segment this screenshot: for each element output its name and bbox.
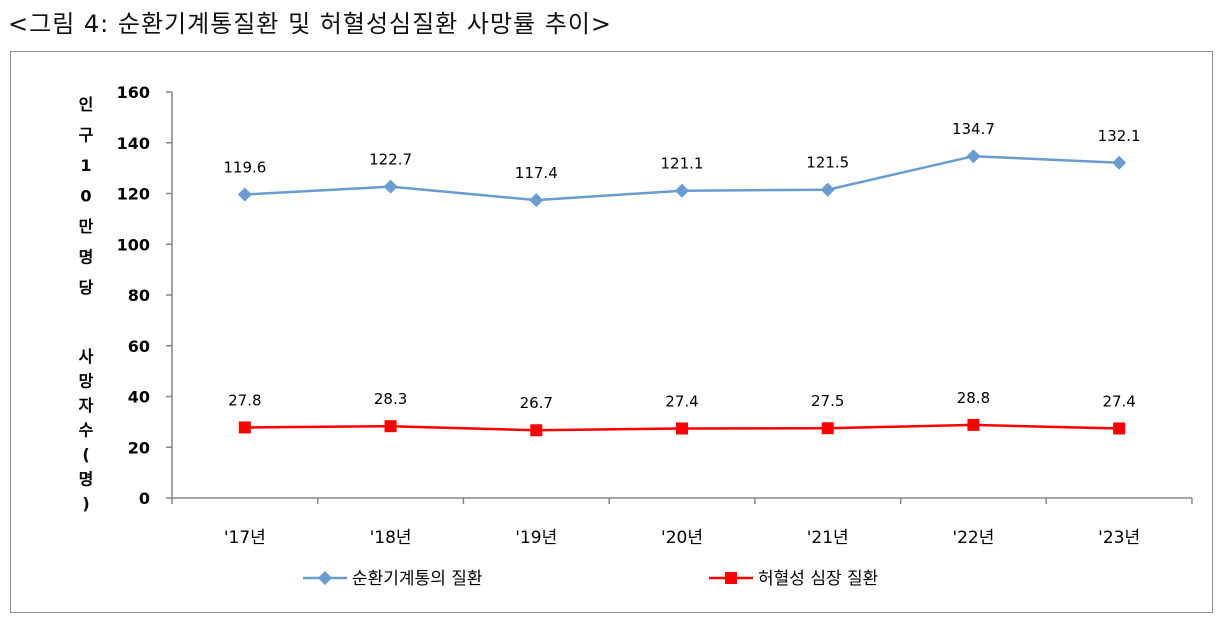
- data-label: 119.6: [223, 159, 266, 177]
- data-point-marker: [1112, 155, 1127, 170]
- y-axis-label-char: 만: [79, 217, 94, 236]
- x-tick-label: '19년: [515, 528, 557, 548]
- y-tick-label: 140: [117, 134, 150, 153]
- y-axis-label-char: 망: [79, 372, 94, 391]
- data-point-marker: [676, 422, 688, 435]
- data-label: 132.1: [1098, 127, 1141, 145]
- figure-caption: <그림 4: 순환기계통질환 및 허혈성심질환 사망률 추이>: [8, 10, 613, 38]
- data-point-marker: [675, 183, 689, 198]
- data-label: 27.4: [665, 392, 698, 410]
- y-tick-label: 20: [128, 438, 150, 457]
- y-axis-label-char: 당: [79, 278, 94, 297]
- y-tick-label: 0: [139, 489, 150, 508]
- data-label: 122.7: [369, 151, 412, 169]
- y-axis-label-char: 명: [79, 470, 94, 489]
- y-axis-label-char: 수: [79, 421, 94, 440]
- data-point-marker: [383, 179, 398, 194]
- data-point-marker: [238, 421, 251, 434]
- y-tick-label: 60: [128, 337, 150, 356]
- data-point-marker: [529, 193, 544, 208]
- data-label: 27.8: [228, 391, 261, 409]
- data-point-marker: [820, 182, 835, 197]
- y-axis-label-char: 사: [79, 347, 94, 366]
- data-point-marker: [530, 424, 543, 437]
- data-label: 27.5: [811, 392, 844, 410]
- legend-marker-square: [725, 572, 737, 584]
- y-tick-label: 40: [128, 388, 150, 407]
- data-label: 28.3: [374, 390, 407, 408]
- legend-label: 허혈성 심장 질환: [758, 569, 878, 589]
- data-point-marker: [821, 422, 834, 435]
- data-point-marker: [967, 418, 980, 431]
- y-tick-label: 160: [117, 83, 150, 102]
- data-label: 134.7: [952, 120, 995, 138]
- data-label: 117.4: [515, 164, 558, 182]
- y-axis-label-char: 1: [80, 156, 91, 175]
- data-label: 28.8: [957, 389, 990, 407]
- legend-marker-diamond: [318, 571, 332, 585]
- x-tick-label: '18년: [370, 528, 412, 548]
- data-point-marker: [237, 187, 252, 202]
- data-point-marker: [1113, 422, 1126, 435]
- chart-frame: [10, 51, 1213, 613]
- x-tick-label: '21년: [807, 528, 849, 548]
- data-label: 121.5: [806, 154, 849, 172]
- x-tick-label: '20년: [661, 528, 703, 548]
- data-point-marker: [966, 149, 981, 164]
- y-axis-label-char: 명: [79, 248, 94, 267]
- y-axis-label-char: ): [82, 494, 89, 513]
- y-axis-label-char: 0: [80, 187, 91, 206]
- y-axis-label-char: 인: [79, 95, 94, 114]
- y-axis-label-char: (: [82, 445, 89, 464]
- x-tick-label: '23년: [1098, 528, 1140, 548]
- x-tick-label: '17년: [224, 528, 266, 548]
- y-axis-label-char: 구: [79, 126, 94, 145]
- data-point-marker: [384, 420, 397, 433]
- x-tick-label: '22년: [952, 528, 994, 548]
- y-tick-label: 100: [117, 235, 150, 254]
- data-label: 27.4: [1102, 392, 1135, 410]
- y-tick-label: 80: [128, 286, 150, 305]
- y-axis-label-char: 자: [79, 396, 94, 415]
- legend-label: 순환기계통의 질환: [352, 569, 483, 589]
- y-tick-label: 120: [117, 185, 150, 204]
- data-label: 121.1: [661, 155, 704, 173]
- data-label: 26.7: [520, 394, 553, 412]
